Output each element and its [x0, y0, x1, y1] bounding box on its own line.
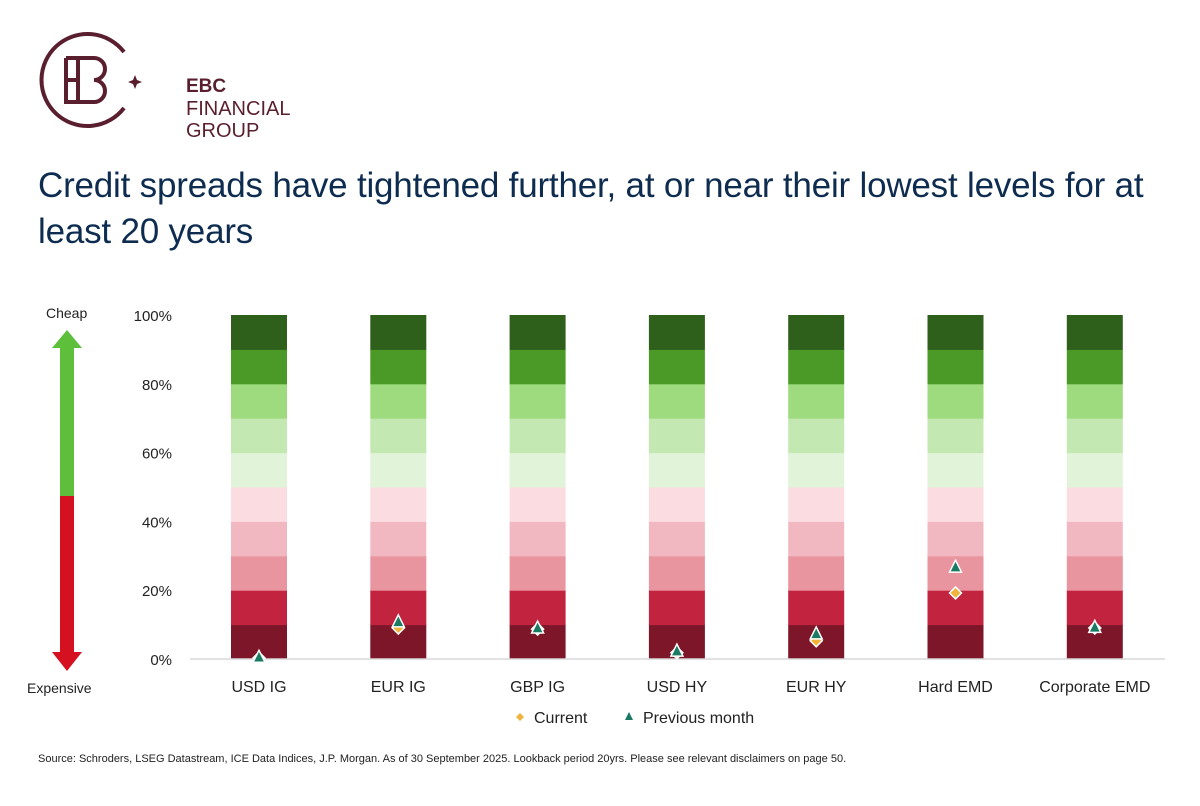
percentile-band [648, 452, 705, 488]
percentile-band [509, 555, 566, 591]
logo-line2: FINANCIAL [186, 98, 291, 120]
source-note: Source: Schroders, LSEG Datastream, ICE … [38, 753, 847, 765]
percentile-band [788, 349, 845, 385]
cheap-label: Cheap [46, 305, 88, 321]
expensive-label: Expensive [27, 680, 92, 696]
x-tick-label: USD HY [647, 679, 708, 696]
percentile-band [788, 590, 845, 626]
x-tick-label: EUR IG [371, 679, 426, 696]
percentile-band [509, 521, 566, 557]
percentile-band [648, 590, 705, 626]
y-tick-label: 80% [142, 377, 172, 394]
chart: 0% 20% 40% 60% 80% 100% USD IG EUR IG GBP IG USD … [134, 308, 1165, 727]
y-tick-label: 60% [142, 446, 172, 463]
percentile-band [788, 452, 845, 488]
x-tick-label: USD IG [231, 679, 286, 696]
legend-previous-month-icon [625, 712, 633, 720]
percentile-band [1066, 418, 1123, 454]
percentile-band [648, 315, 705, 350]
y-tick-label: 20% [142, 583, 172, 600]
percentile-band [788, 418, 845, 454]
previous-month-marker [669, 642, 685, 657]
previous-month-marker [948, 558, 963, 573]
percentile-band [370, 315, 427, 350]
percentile-band [648, 555, 705, 591]
legend-label: Previous month [643, 710, 754, 727]
logo-line3: GROUP [186, 120, 260, 142]
percentile-band [927, 487, 984, 522]
percentile-band [370, 452, 427, 488]
percentile-band [509, 452, 566, 488]
percentile-band [788, 315, 845, 350]
percentile-band [370, 555, 427, 591]
percentile-band [231, 315, 287, 350]
percentile-band [231, 590, 287, 626]
percentile-band [509, 349, 566, 385]
percentile-band [927, 418, 984, 454]
y-tick-label: 100% [134, 308, 172, 325]
percentile-band [509, 487, 566, 522]
x-tick-label: Hard EMD [918, 679, 993, 696]
y-tick-label: 40% [142, 514, 172, 531]
percentile-band [788, 521, 845, 557]
percentile-band [231, 418, 287, 454]
percentile-band [1066, 315, 1123, 350]
x-tick-label: GBP IG [510, 679, 565, 696]
percentile-band [1066, 521, 1123, 557]
percentile-band [231, 521, 287, 557]
percentile-band [927, 383, 984, 419]
x-tick-label: EUR HY [786, 679, 847, 696]
previous-month-marker [1087, 618, 1103, 634]
percentile-band [788, 487, 845, 522]
legend-label: Current [534, 710, 588, 727]
legend-current-icon [516, 713, 524, 721]
x-tick-label: Corporate EMD [1039, 679, 1150, 696]
percentile-band [927, 315, 984, 350]
percentile-band [648, 521, 705, 557]
percentile-band [788, 555, 845, 591]
percentile-band [231, 487, 287, 522]
percentile-band [788, 383, 845, 419]
percentile-band [1066, 452, 1123, 488]
percentile-band [370, 349, 427, 385]
previous-month-marker [391, 613, 406, 628]
percentile-band [1066, 487, 1123, 522]
percentile-band [509, 315, 566, 350]
percentile-band [231, 555, 287, 591]
previous-month-marker [251, 648, 267, 664]
current-marker [948, 585, 963, 601]
percentile-band [370, 521, 427, 557]
ebc-logo: EBC FINANCIAL GROUP [36, 30, 290, 142]
percentile-band [509, 590, 566, 626]
percentile-band [1066, 349, 1123, 385]
percentile-band [648, 418, 705, 454]
percentile-band [927, 349, 984, 385]
percentile-band [1066, 383, 1123, 419]
logo-line1: EBC [186, 76, 227, 97]
percentile-band [231, 383, 287, 419]
percentile-band [231, 349, 287, 385]
percentile-band [370, 383, 427, 419]
y-tick-label: 0% [150, 652, 172, 669]
percentile-band [648, 487, 705, 522]
percentile-band [927, 624, 984, 660]
ebc-monogram-icon [39, 32, 142, 128]
previous-month-marker [530, 619, 545, 634]
percentile-band [370, 487, 427, 522]
page-title: Credit spreads have tightened further, a… [38, 166, 1144, 251]
previous-month-marker [808, 625, 824, 640]
percentile-band [648, 383, 705, 419]
cheap-expensive-arrow-icon [52, 330, 82, 671]
percentile-band [927, 521, 984, 557]
percentile-band [648, 349, 705, 385]
percentile-band [1066, 555, 1123, 591]
percentile-band [509, 383, 566, 419]
percentile-band [927, 452, 984, 488]
percentile-band [231, 452, 287, 488]
percentile-band [509, 418, 566, 454]
percentile-band [370, 418, 427, 454]
